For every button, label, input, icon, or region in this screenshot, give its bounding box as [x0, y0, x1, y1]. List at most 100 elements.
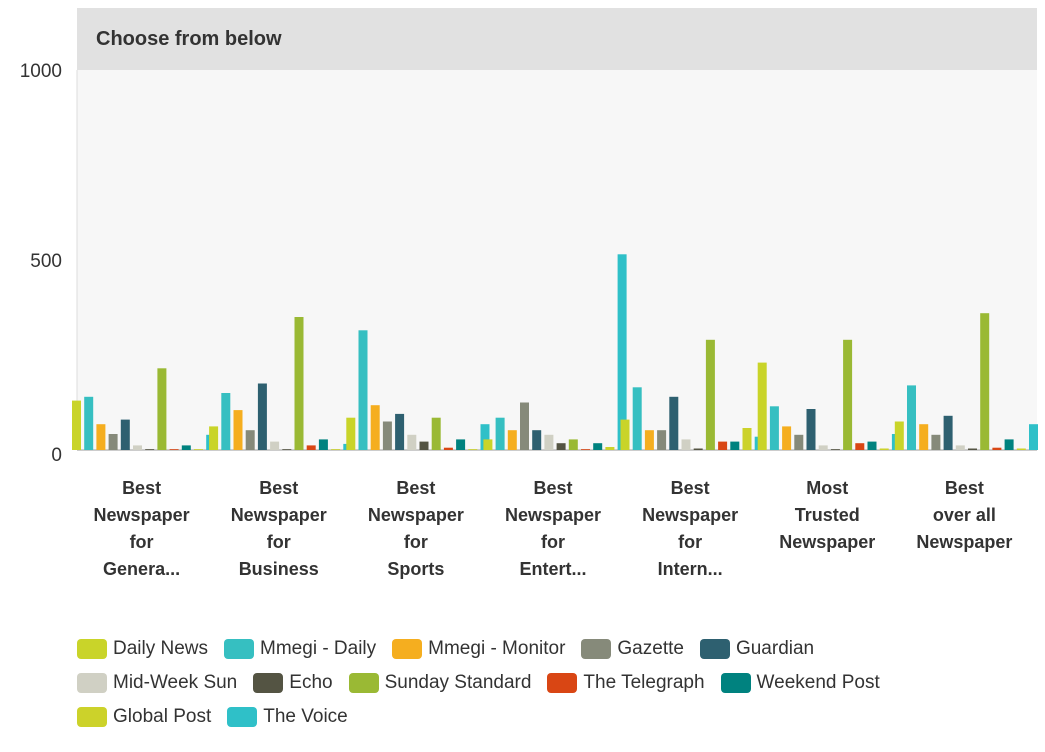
legend-item[interactable]: Mmegi - Daily — [224, 638, 376, 660]
bar[interactable] — [693, 448, 703, 451]
bar[interactable] — [782, 426, 792, 450]
bar[interactable] — [407, 434, 417, 450]
legend-item[interactable]: Mmegi - Monitor — [392, 638, 565, 660]
bar[interactable] — [855, 443, 865, 450]
bar[interactable] — [370, 405, 380, 450]
bar[interactable] — [145, 449, 155, 450]
bar[interactable] — [632, 387, 642, 450]
legend-item[interactable]: Weekend Post — [720, 672, 880, 694]
bar[interactable] — [657, 430, 667, 450]
bar[interactable] — [395, 413, 405, 450]
bar[interactable] — [270, 441, 280, 450]
bar[interactable] — [620, 419, 630, 450]
legend-item[interactable]: Daily News — [77, 638, 208, 660]
bar[interactable] — [169, 449, 179, 450]
x-tick-label: Best Newspaper for Intern... — [642, 478, 738, 579]
bar[interactable] — [480, 424, 490, 450]
bar[interactable] — [669, 396, 679, 450]
bar[interactable] — [968, 448, 977, 451]
bar[interactable] — [605, 447, 615, 450]
bar[interactable] — [96, 424, 106, 450]
bar[interactable] — [306, 445, 316, 450]
bar[interactable] — [456, 439, 466, 450]
bar[interactable] — [757, 362, 767, 450]
bar[interactable] — [718, 441, 728, 450]
bar[interactable] — [483, 439, 493, 450]
bar[interactable] — [879, 448, 889, 451]
bar[interactable] — [346, 417, 356, 450]
bar[interactable] — [581, 449, 590, 450]
bar[interactable] — [705, 339, 715, 450]
bar[interactable] — [544, 434, 554, 450]
legend-swatch — [77, 707, 107, 727]
bar[interactable] — [133, 445, 142, 450]
bar[interactable] — [943, 415, 953, 450]
bar[interactable] — [520, 402, 529, 451]
bar[interactable] — [318, 439, 328, 450]
legend-item[interactable]: The Voice — [227, 706, 348, 728]
bar[interactable] — [931, 434, 941, 450]
bar[interactable] — [907, 385, 916, 450]
bar[interactable] — [495, 417, 505, 450]
legend-item[interactable]: Global Post — [77, 706, 211, 728]
bar[interactable] — [1004, 439, 1014, 450]
bar[interactable] — [331, 449, 341, 450]
bar[interactable] — [294, 317, 304, 450]
legend-item[interactable]: Sunday Standard — [348, 672, 531, 694]
bar[interactable] — [431, 417, 441, 450]
legend-item[interactable]: Mid-Week Sun — [77, 672, 237, 694]
bar[interactable] — [181, 445, 191, 450]
bar[interactable] — [108, 434, 118, 450]
bar[interactable] — [980, 313, 990, 450]
bar[interactable] — [382, 421, 392, 451]
bar[interactable] — [617, 254, 627, 450]
bar[interactable] — [282, 449, 292, 450]
bar[interactable] — [556, 443, 566, 450]
bar[interactable] — [245, 430, 255, 450]
legend-swatch — [699, 639, 730, 659]
bar[interactable] — [84, 396, 94, 450]
bar[interactable] — [681, 439, 691, 450]
bar[interactable] — [568, 439, 578, 450]
bar[interactable] — [955, 445, 965, 450]
bar[interactable] — [992, 447, 1002, 450]
bar[interactable] — [818, 445, 828, 450]
bar[interactable] — [233, 410, 243, 450]
bar[interactable] — [443, 447, 453, 450]
bar[interactable] — [532, 430, 542, 450]
legend-item[interactable]: Guardian — [699, 638, 814, 660]
bar[interactable] — [120, 419, 130, 450]
bar[interactable] — [593, 443, 603, 450]
bar[interactable] — [742, 428, 752, 450]
bar[interactable] — [157, 368, 167, 450]
legend-item[interactable]: The Telegraph — [547, 672, 705, 694]
legend-label: The Voice — [263, 706, 348, 727]
bar[interactable] — [194, 449, 203, 450]
bar[interactable] — [468, 449, 478, 450]
legend-item[interactable]: Echo — [253, 672, 333, 694]
bar[interactable] — [919, 424, 929, 450]
bar[interactable] — [257, 383, 267, 451]
x-tick-label-line: Trusted — [795, 505, 860, 525]
bar[interactable] — [358, 330, 368, 450]
bar[interactable] — [221, 393, 231, 450]
bar[interactable] — [867, 441, 877, 450]
bar[interactable] — [507, 430, 517, 450]
bar[interactable] — [1016, 448, 1026, 451]
bar[interactable] — [209, 426, 219, 450]
legend-swatch — [581, 639, 612, 659]
legend-label: Mmegi - Monitor — [428, 638, 566, 659]
bar[interactable] — [843, 339, 853, 450]
bar[interactable] — [730, 441, 740, 450]
bar[interactable] — [419, 441, 429, 450]
bar[interactable] — [644, 430, 654, 450]
bar[interactable] — [894, 421, 904, 451]
header-bar[interactable] — [77, 8, 1037, 70]
bar[interactable] — [72, 400, 81, 450]
bar[interactable] — [769, 406, 779, 450]
bar[interactable] — [794, 434, 804, 450]
bar[interactable] — [1029, 424, 1038, 450]
bar[interactable] — [830, 449, 840, 450]
legend-item[interactable]: Gazette — [581, 638, 684, 660]
bar[interactable] — [806, 409, 816, 450]
